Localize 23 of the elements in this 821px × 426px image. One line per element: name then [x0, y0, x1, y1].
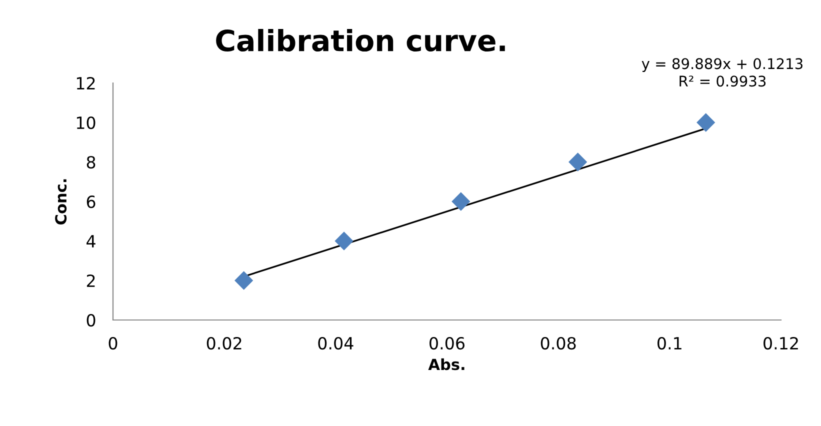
y-tick-label: 4 — [86, 235, 96, 248]
x-tick-label: 0.06 — [430, 336, 465, 350]
x-tick-label: 0.12 — [764, 336, 798, 350]
point — [452, 192, 470, 211]
point — [568, 152, 588, 172]
point — [234, 271, 254, 290]
annotation: y = 89.889x + 0.1213 R² = 0.9933 — [642, 58, 802, 87]
x-tick-label: 0 — [108, 336, 118, 350]
chart-title: Calibration curve. — [216, 28, 505, 52]
point — [334, 232, 354, 250]
point — [696, 113, 716, 132]
y-tick-label: 0 — [86, 314, 96, 327]
x-axis-title: Abs. — [428, 358, 464, 370]
y-tick-label: 12 — [76, 76, 95, 90]
x-tick-label: 0.1 — [658, 336, 682, 350]
x-tick-label: 0.04 — [318, 336, 354, 350]
y-tick-label: 8 — [86, 156, 96, 169]
y-tick-label: 2 — [86, 274, 95, 287]
y-tick-label: 6 — [86, 195, 96, 208]
y-axis-title: Conc. — [55, 179, 67, 224]
x-tick-label: 0.02 — [206, 336, 242, 350]
x-tick-label: 0.08 — [540, 336, 576, 350]
y-tick-label: 10 — [76, 116, 96, 130]
